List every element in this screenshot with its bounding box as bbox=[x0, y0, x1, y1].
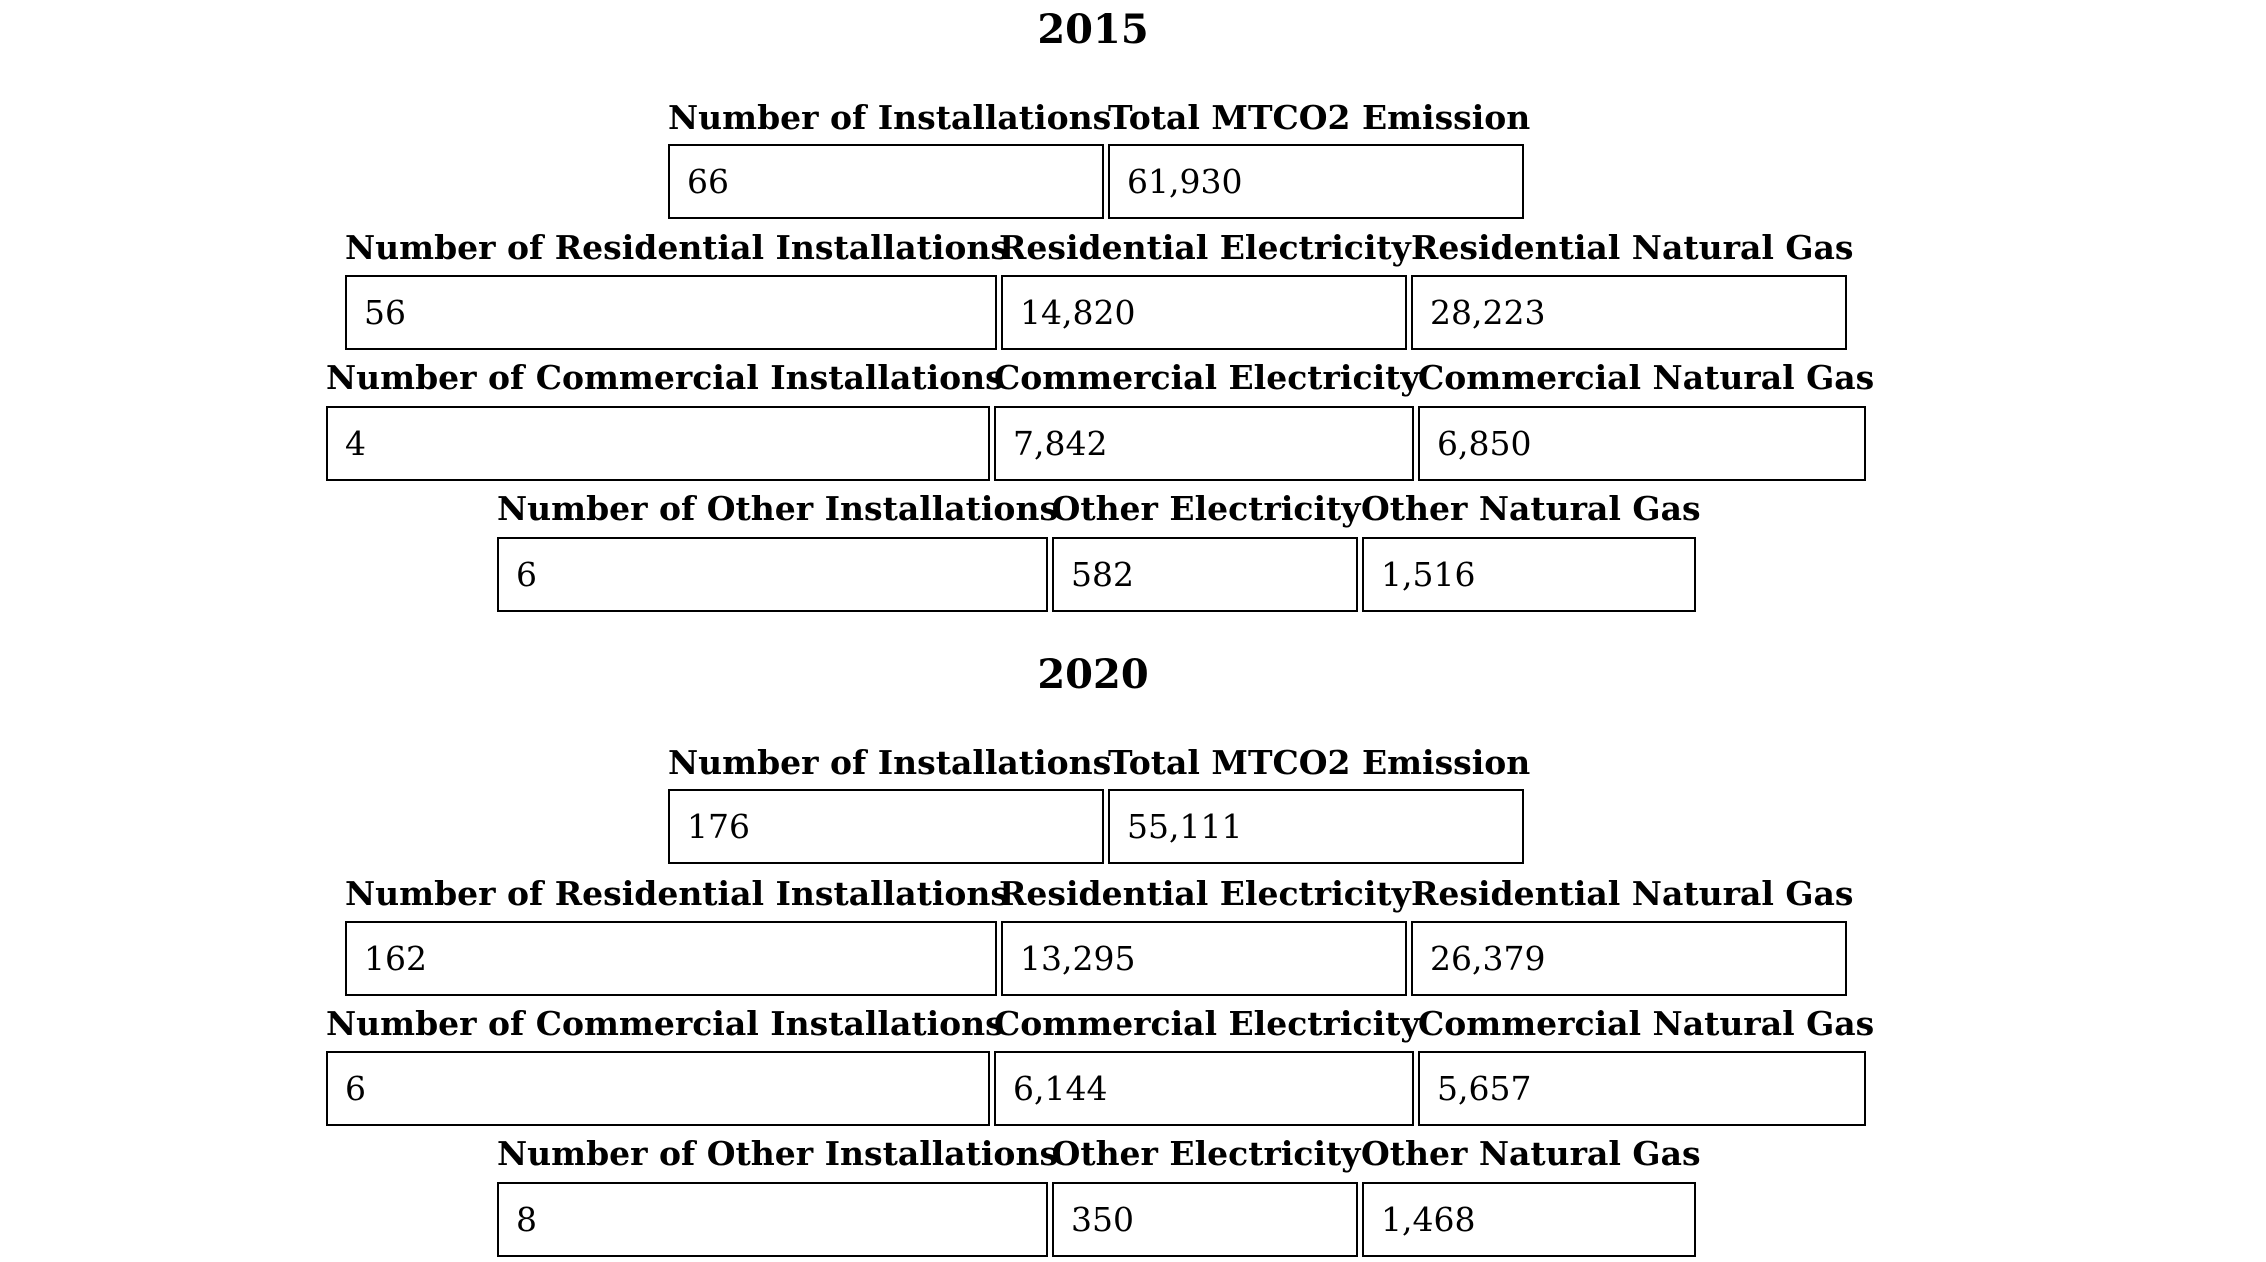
value-commercial-natural-gas: 5,657 bbox=[1418, 1051, 1866, 1126]
value-other-installations: 6 bbox=[497, 537, 1048, 612]
label-total-mtco2-emission: Total MTCO2 Emission bbox=[1108, 98, 1531, 137]
label-other-installations: Number of Other Installations bbox=[497, 1134, 1059, 1173]
value-commercial-natural-gas: 6,850 bbox=[1418, 406, 1866, 481]
value-other-installations: 8 bbox=[497, 1182, 1048, 1257]
value-other-electricity: 350 bbox=[1052, 1182, 1358, 1257]
value-residential-natural-gas: 26,379 bbox=[1411, 921, 1847, 996]
value-commercial-installations: 6 bbox=[326, 1051, 990, 1126]
value-commercial-electricity: 6,144 bbox=[994, 1051, 1414, 1126]
value-number-of-installations: 66 bbox=[668, 144, 1104, 219]
year-heading: 2020 bbox=[1037, 651, 1149, 698]
label-residential-natural-gas: Residential Natural Gas bbox=[1411, 228, 1854, 267]
value-total-mtco2-emission: 55,111 bbox=[1108, 789, 1524, 864]
value-other-electricity: 582 bbox=[1052, 537, 1358, 612]
label-other-electricity: Other Electricity bbox=[1051, 1134, 1361, 1173]
label-number-of-installations: Number of Installations bbox=[668, 743, 1112, 782]
value-number-of-installations: 176 bbox=[668, 789, 1104, 864]
year-heading: 2015 bbox=[1037, 6, 1149, 53]
label-number-of-installations: Number of Installations bbox=[668, 98, 1112, 137]
label-other-natural-gas: Other Natural Gas bbox=[1361, 489, 1701, 528]
label-commercial-installations: Number of Commercial Installations bbox=[326, 1004, 1004, 1043]
label-commercial-electricity: Commercial Electricity bbox=[994, 358, 1420, 397]
label-residential-installations: Number of Residential Installations bbox=[345, 228, 1009, 267]
label-residential-electricity: Residential Electricity bbox=[999, 874, 1411, 913]
label-residential-electricity: Residential Electricity bbox=[999, 228, 1411, 267]
value-residential-electricity: 13,295 bbox=[1001, 921, 1407, 996]
label-other-natural-gas: Other Natural Gas bbox=[1361, 1134, 1701, 1173]
label-residential-natural-gas: Residential Natural Gas bbox=[1411, 874, 1854, 913]
value-residential-installations: 162 bbox=[345, 921, 997, 996]
label-other-electricity: Other Electricity bbox=[1051, 489, 1361, 528]
value-commercial-installations: 4 bbox=[326, 406, 990, 481]
value-other-natural-gas: 1,468 bbox=[1362, 1182, 1696, 1257]
label-total-mtco2-emission: Total MTCO2 Emission bbox=[1108, 743, 1531, 782]
value-residential-installations: 56 bbox=[345, 275, 997, 350]
label-commercial-electricity: Commercial Electricity bbox=[994, 1004, 1420, 1043]
value-total-mtco2-emission: 61,930 bbox=[1108, 144, 1524, 219]
label-other-installations: Number of Other Installations bbox=[497, 489, 1059, 528]
label-commercial-installations: Number of Commercial Installations bbox=[326, 358, 1004, 397]
label-commercial-natural-gas: Commercial Natural Gas bbox=[1418, 358, 1875, 397]
label-commercial-natural-gas: Commercial Natural Gas bbox=[1418, 1004, 1875, 1043]
value-residential-electricity: 14,820 bbox=[1001, 275, 1407, 350]
value-commercial-electricity: 7,842 bbox=[994, 406, 1414, 481]
label-residential-installations: Number of Residential Installations bbox=[345, 874, 1009, 913]
value-other-natural-gas: 1,516 bbox=[1362, 537, 1696, 612]
value-residential-natural-gas: 28,223 bbox=[1411, 275, 1847, 350]
